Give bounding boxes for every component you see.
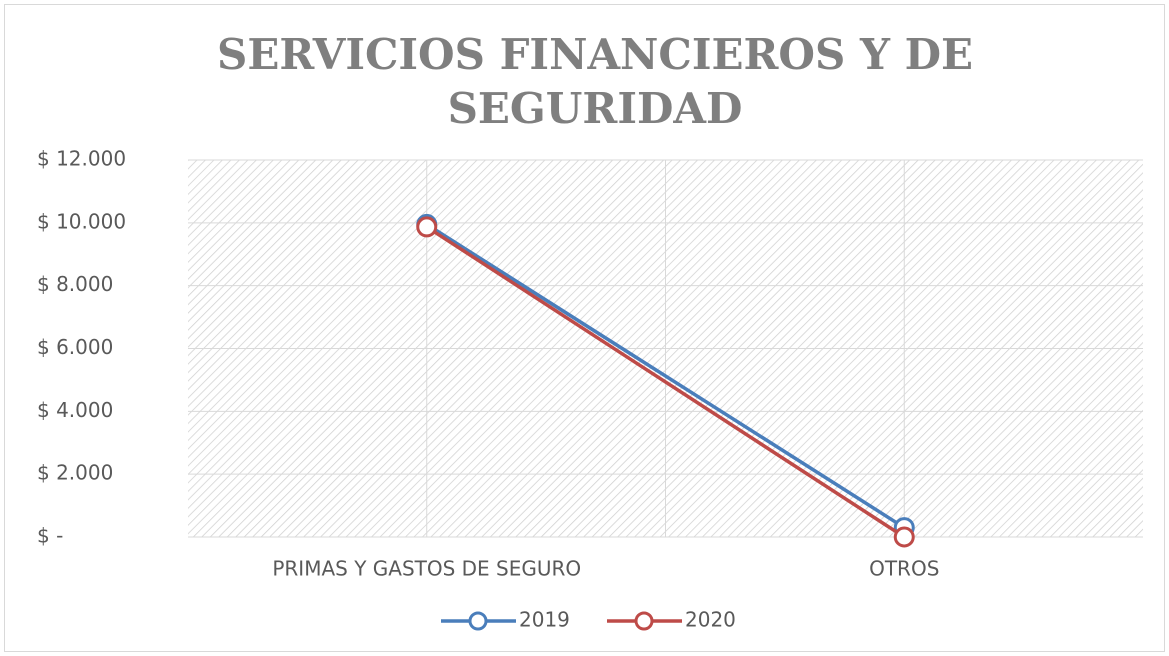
y-tick-label: $ -	[37, 524, 63, 548]
y-tick-label: $ 6.000	[37, 335, 113, 359]
legend-marker	[468, 611, 488, 631]
y-tick-label: $ 4.000	[37, 398, 113, 422]
legend-label: 2020	[685, 608, 736, 632]
point	[893, 526, 915, 548]
x-tick-label: OTROS	[869, 557, 939, 581]
legend-marker	[634, 611, 654, 631]
y-tick-label: $ 12.000	[37, 147, 126, 171]
y-tick-label: $ 2.000	[37, 461, 113, 485]
series-line	[425, 225, 906, 539]
y-tick-label: $ 8.000	[37, 272, 113, 296]
legend-label: 2019	[519, 608, 570, 632]
chart-title: SERVICIOS FINANCIEROS Y DE SEGURIDAD	[217, 30, 973, 133]
x-tick-label: PRIMAS Y GASTOS DE SEGURO	[272, 557, 581, 581]
series-line	[425, 222, 906, 530]
chart-frame	[4, 4, 1165, 652]
y-tick-label: $ 10.000	[37, 209, 126, 233]
point	[416, 216, 438, 238]
